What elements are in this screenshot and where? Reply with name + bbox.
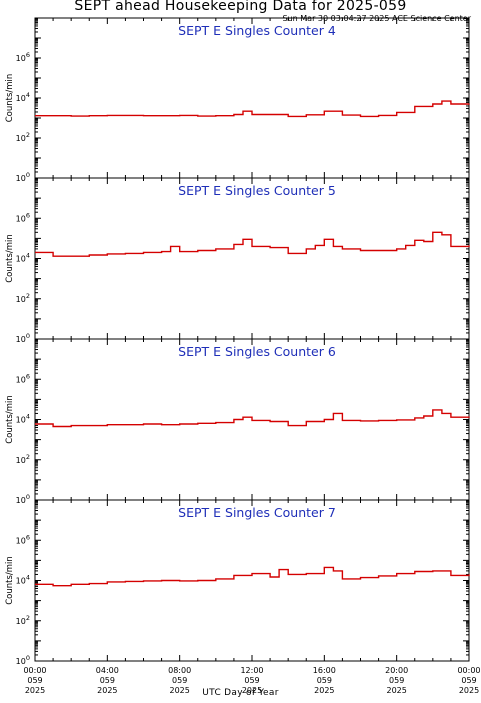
x-axis-label: UTC Day of Year: [202, 688, 279, 698]
y-tick-label: 102: [16, 131, 30, 143]
y-tick-label: 104: [16, 91, 30, 103]
y-tick-label: 102: [16, 292, 30, 304]
panel-title: SEPT E Singles Counter 6: [178, 344, 336, 359]
x-tick-label: 16:00 059 2025: [313, 666, 336, 695]
y-axis-label: Counts/min: [5, 74, 15, 123]
y-tick-label: 106: [16, 51, 30, 63]
y-axis-label: Counts/min: [5, 234, 15, 283]
panel-1: 100 102 104 106 Counts/min SEPT E Singles Cou…: [5, 17, 470, 183]
y-tick-label: 100: [16, 493, 30, 505]
panel-4: 100 102 104 106 Counts/min SEPT E Singles Cou…: [5, 499, 470, 666]
panel-3: 100 102 104 106 Counts/min SEPT E Singles Cou…: [5, 338, 470, 505]
y-tick-label: 102: [16, 453, 30, 465]
series-line: [35, 566, 470, 587]
y-tick-label: 100: [16, 332, 30, 344]
y-tick-label: 100: [16, 171, 30, 183]
x-tick-label: 08:00 059 2025: [168, 666, 191, 695]
y-tick-label: 100: [16, 654, 30, 666]
panel-title: SEPT E Singles Counter 5: [178, 183, 336, 198]
panel-2: 100 102 104 106 Counts/min SEPT E Singles Cou…: [5, 177, 470, 344]
plot-frame: [34, 17, 470, 179]
series-line: [35, 100, 470, 118]
panel-title: SEPT E Singles Counter 4: [178, 23, 336, 38]
plot-frame: [34, 177, 470, 340]
x-tick-label: 20:00 059 2025: [385, 666, 408, 695]
y-tick-label: 104: [16, 252, 30, 264]
panel-title: SEPT E Singles Counter 7: [178, 505, 336, 520]
series-line: [35, 409, 470, 428]
x-tick-label: 00:00 059 2025: [23, 666, 46, 695]
chart-title: SEPT ahead Housekeeping Data for 2025-05…: [74, 0, 407, 14]
y-axis-label: Counts/min: [5, 395, 15, 444]
y-tick-label: 106: [16, 372, 30, 384]
y-tick-label: 106: [16, 533, 30, 545]
x-tick-label: 04:00 059 2025: [96, 666, 119, 695]
y-tick-label: 104: [16, 574, 30, 586]
series-line: [35, 231, 470, 257]
plot-frame: [34, 499, 470, 662]
y-tick-label: 104: [16, 413, 30, 425]
y-tick-label: 106: [16, 211, 30, 223]
y-axis-label: Counts/min: [5, 556, 15, 605]
x-tick-label: 12:00 059 2025: [240, 666, 263, 695]
x-tick-label: 00:00 059 2025: [457, 666, 480, 695]
y-tick-label: 102: [16, 614, 30, 626]
